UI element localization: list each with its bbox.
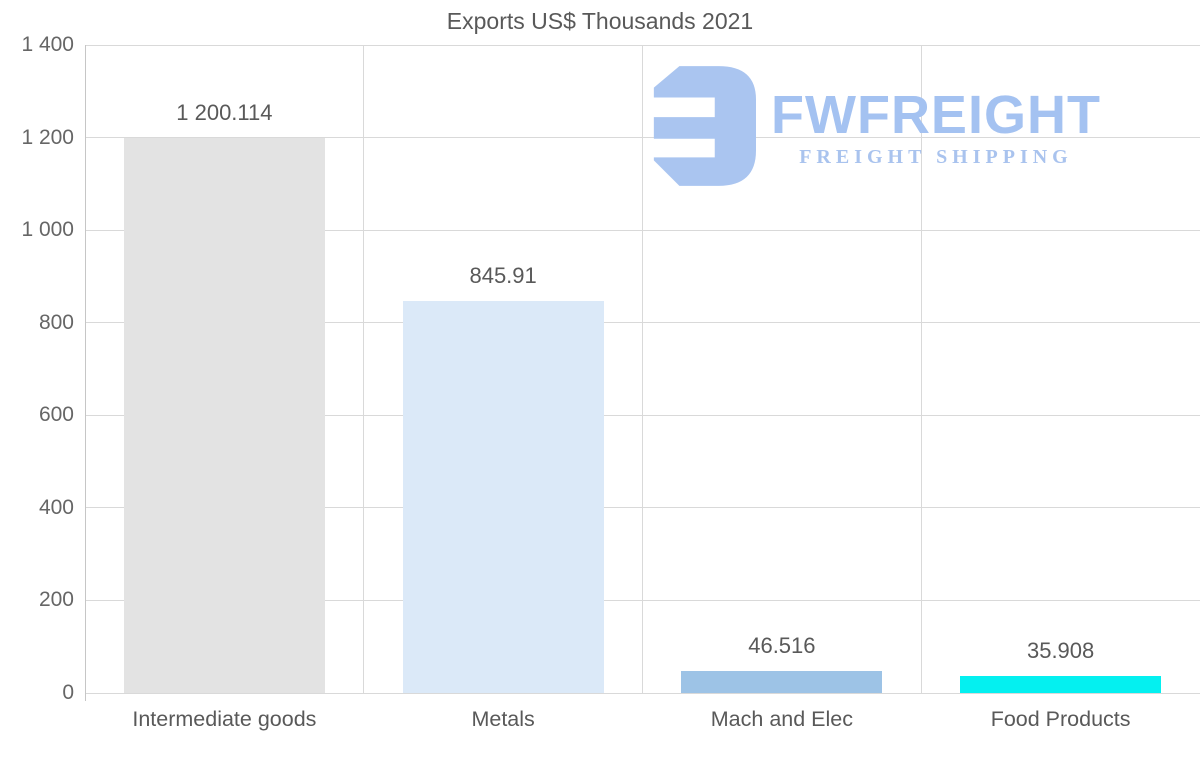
bar-intermediate-goods (123, 137, 325, 693)
x-tick-label: Metals (471, 707, 535, 731)
y-tick-label: 1 000 (21, 218, 74, 242)
watermark-text: FWFREIGHT FREIGHT SHIPPING (771, 86, 1101, 169)
x-tick-label: Food Products (990, 707, 1131, 731)
watermark-logo: FWFREIGHT FREIGHT SHIPPING (646, 64, 1101, 191)
chart-title: Exports US$ Thousands 2021 (446, 8, 754, 34)
y-tick-label: 1 200 (21, 125, 74, 149)
bar-value-label: 46.516 (748, 633, 816, 659)
y-tick-label: 200 (38, 588, 74, 612)
y-gridline (85, 692, 1200, 694)
bar-mach-and-elec (681, 671, 883, 693)
brand-name: FWFREIGHT (771, 85, 1101, 145)
y-tick-label: 1 400 (21, 33, 74, 56)
fwfreight-logo-icon (646, 64, 756, 191)
x-gridline (920, 45, 922, 693)
y-tick-label: 600 (38, 403, 74, 427)
bar-value-label: 1 200.114 (176, 99, 273, 125)
brand-tagline: FREIGHT SHIPPING (799, 146, 1073, 168)
x-gridline (363, 45, 365, 693)
bar-value-label: 35.908 (1026, 638, 1095, 664)
y-axis-line (84, 45, 86, 701)
bar-food-products (960, 676, 1162, 693)
x-gridline (642, 45, 643, 693)
y-tick-label: 0 (62, 681, 74, 704)
x-tick-label: Mach and Elec (710, 707, 853, 731)
x-tick-label: Intermediate goods (132, 707, 317, 731)
bar-value-label: 845.91 (469, 263, 537, 289)
y-tick-label: 800 (38, 310, 74, 334)
bar-metals (402, 301, 604, 693)
y-tick-label: 400 (38, 495, 74, 519)
